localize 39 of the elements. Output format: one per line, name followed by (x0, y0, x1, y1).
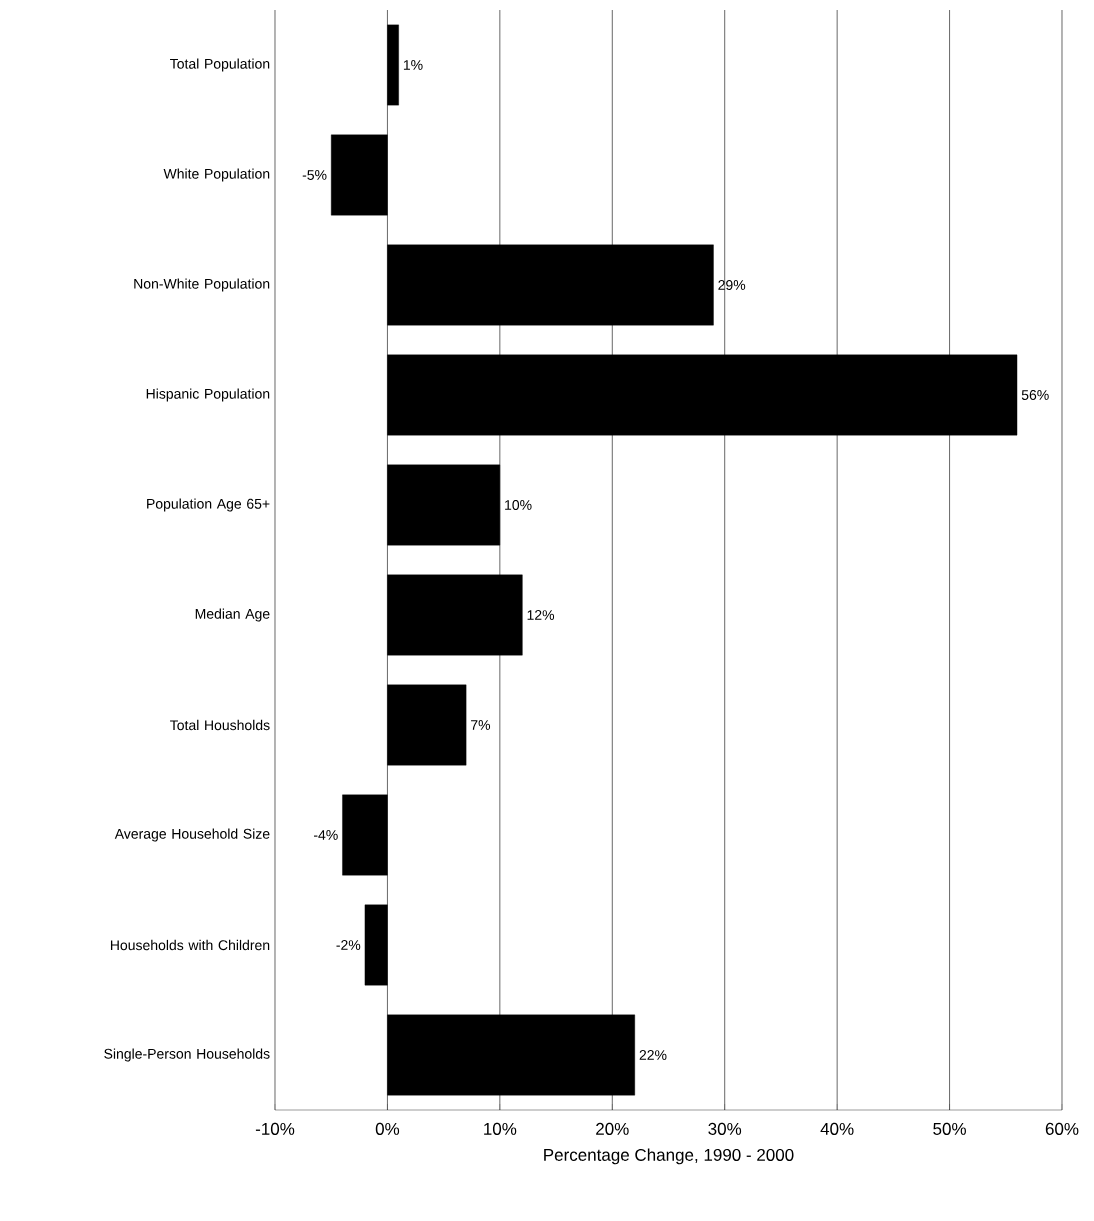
y-tick-label: Hispanic Population (146, 388, 270, 402)
x-axis-title: Percentage Change, 1990 - 2000 (544, 1148, 794, 1165)
bar (364, 904, 388, 986)
bar (387, 1014, 635, 1096)
x-tick-label: 50% (933, 1122, 966, 1135)
y-tick-label: Total Housholds (170, 719, 270, 731)
y-tick-label: Population Age 65+ (147, 498, 270, 512)
bar (387, 684, 467, 766)
y-tick-label: Single-Person Households (104, 1048, 270, 1062)
data-label: 12% (527, 610, 555, 620)
y-tick-label: Average Household Size (114, 828, 270, 842)
bar (342, 794, 388, 876)
y-tick-label: White Population (163, 168, 270, 182)
x-tick-label: 0% (375, 1122, 400, 1135)
data-label: 1% (403, 60, 423, 70)
data-label: 7% (471, 720, 491, 730)
bar (331, 134, 388, 216)
x-tick-label: 10% (484, 1122, 517, 1135)
y-tick-label: Non-White Population (134, 278, 270, 292)
data-label: -5% (302, 170, 327, 180)
bar (387, 574, 523, 656)
x-tick-label: 40% (820, 1122, 854, 1135)
data-label: 56% (1021, 390, 1049, 400)
bar (387, 354, 1018, 436)
y-tick-label: Median Age (195, 608, 270, 622)
x-tick-label: 60% (1045, 1122, 1079, 1135)
y-tick-label: Total Population (170, 58, 270, 72)
y-tick-label: Households with Children (110, 939, 270, 951)
data-label: -4% (313, 830, 338, 840)
bar (387, 464, 501, 546)
data-label: 10% (505, 500, 532, 510)
bar (387, 24, 399, 106)
data-label: 29% (718, 280, 746, 290)
bar (387, 244, 714, 326)
x-tick-label: 20% (596, 1122, 629, 1135)
data-label: -2% (336, 940, 361, 950)
data-label: 22% (639, 1050, 667, 1060)
x-tick-label: 30% (708, 1122, 742, 1135)
x-tick-label: -10% (255, 1122, 295, 1135)
